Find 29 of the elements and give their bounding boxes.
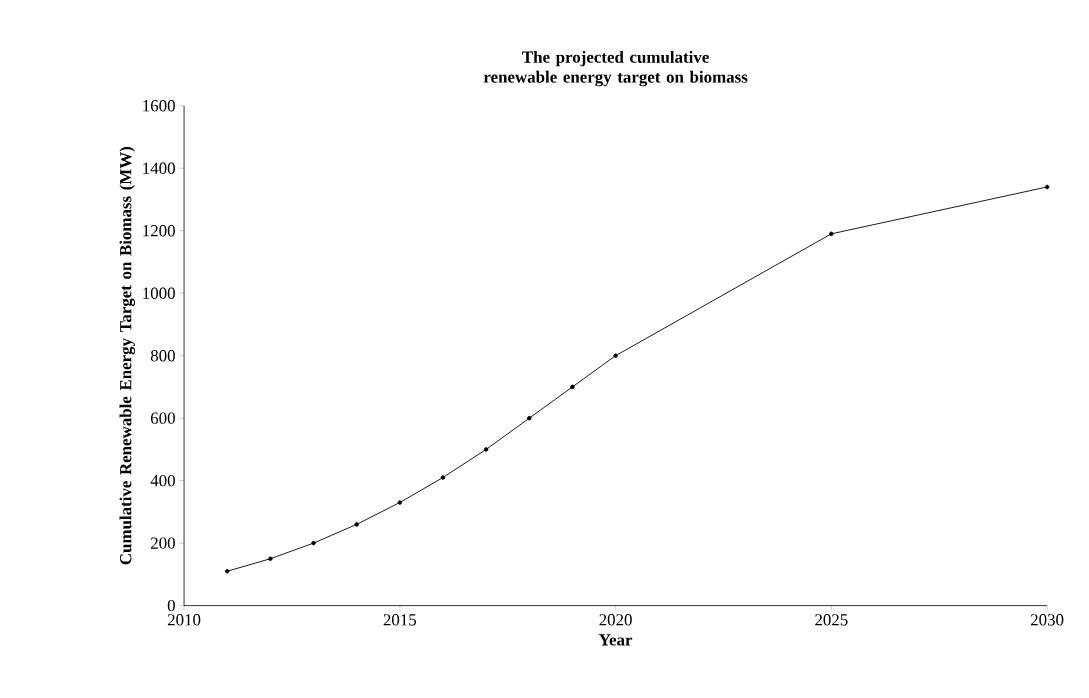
y-tick-label: 1600 xyxy=(143,99,175,112)
point xyxy=(397,500,403,505)
x-tick-label: 2015 xyxy=(383,613,417,626)
x-tick-label: 2010 xyxy=(167,613,201,626)
y-tick-label: 200 xyxy=(150,537,175,549)
point xyxy=(311,540,316,546)
point xyxy=(613,353,618,358)
chart-title: The projected cumulative renewable energy target on biomass xyxy=(483,50,748,87)
x-axis-title: Year xyxy=(598,634,633,646)
y-tick-label: 1400 xyxy=(143,162,175,174)
x-tick-label: 2025 xyxy=(815,613,848,626)
point xyxy=(1044,184,1050,190)
point xyxy=(268,556,273,561)
point xyxy=(354,521,359,527)
point xyxy=(224,568,230,574)
y-tick-label: 800 xyxy=(150,349,175,362)
point xyxy=(527,415,532,421)
point xyxy=(440,475,446,480)
y-tick-label: 1200 xyxy=(143,224,175,237)
y-axis-title: Cumulative Renewable Energy Target on Biomass (MW) xyxy=(119,146,135,565)
point xyxy=(483,446,489,452)
y-tick-label: 1000 xyxy=(143,287,175,299)
point xyxy=(829,231,834,236)
x-tick-label: 2030 xyxy=(1030,613,1064,626)
y-tick-label: 600 xyxy=(150,412,175,424)
y-tick-label: 0 xyxy=(167,599,175,612)
y-tick-label: 400 xyxy=(150,474,175,487)
point xyxy=(570,384,575,389)
x-tick-label: 2020 xyxy=(599,613,632,626)
